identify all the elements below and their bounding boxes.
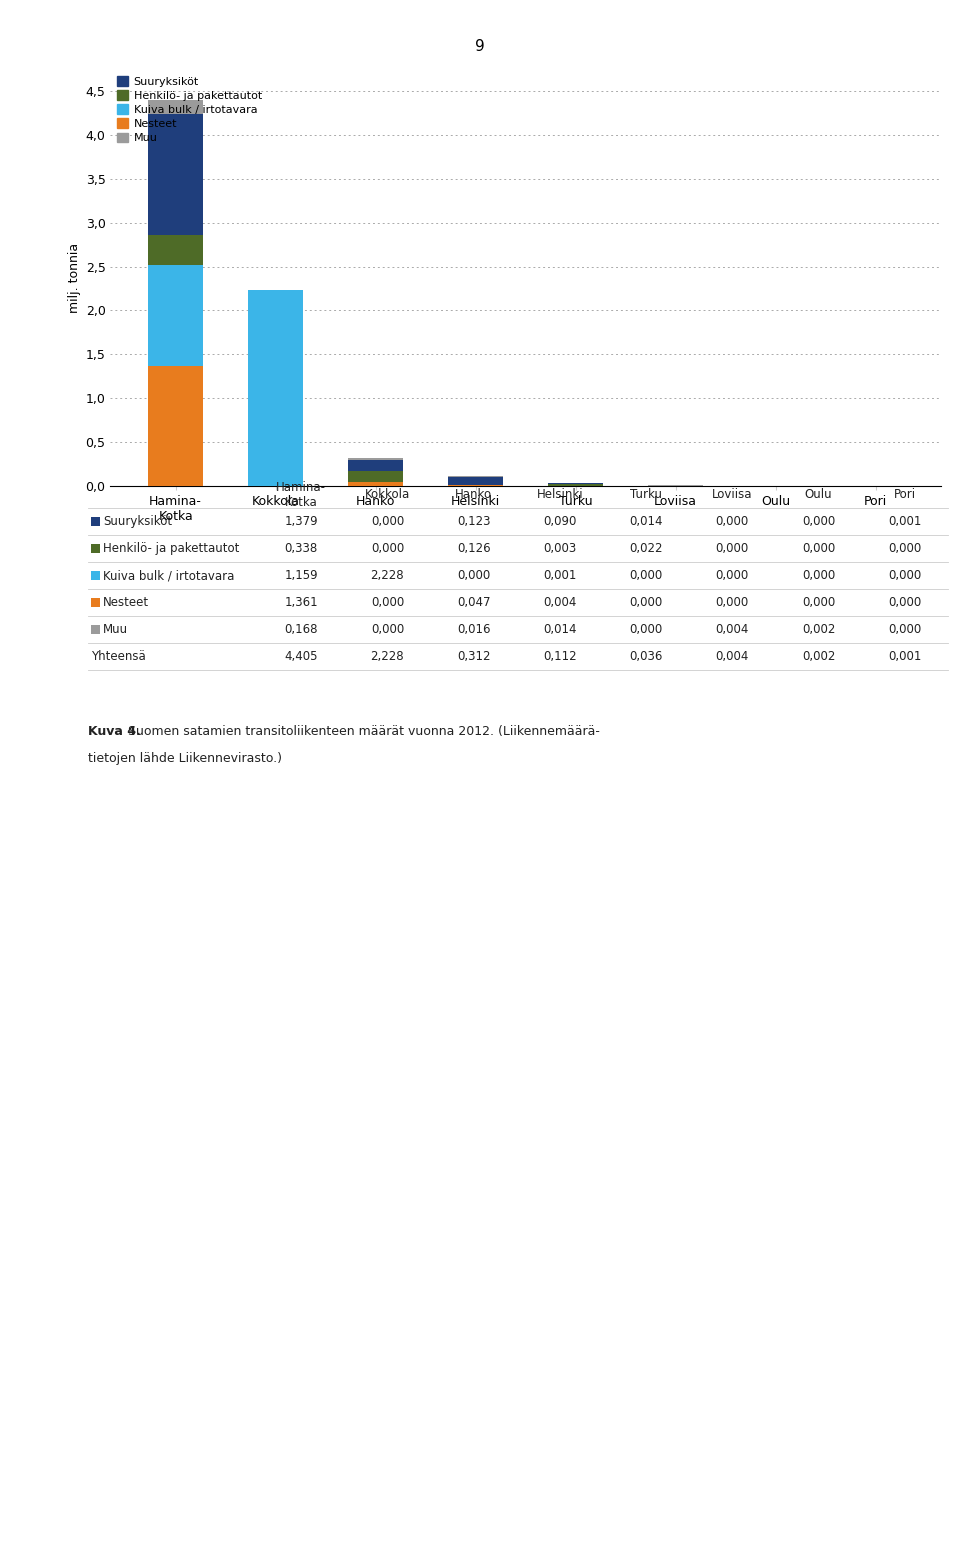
Text: 1,361: 1,361 xyxy=(284,597,318,609)
Bar xyxy=(91,626,100,634)
Bar xyxy=(548,484,603,486)
Text: Suuryksiköt: Suuryksiköt xyxy=(103,515,172,529)
Text: 0,000: 0,000 xyxy=(888,623,922,637)
Text: 0,000: 0,000 xyxy=(371,515,404,529)
Text: 0,004: 0,004 xyxy=(543,597,577,609)
Text: 0,036: 0,036 xyxy=(630,651,662,663)
Text: 0,090: 0,090 xyxy=(543,515,577,529)
Text: 0,004: 0,004 xyxy=(716,651,749,663)
Bar xyxy=(348,470,403,481)
Text: Pori: Pori xyxy=(894,489,916,501)
Text: Hamina-
Kotka: Hamina- Kotka xyxy=(276,481,326,509)
Text: 1,159: 1,159 xyxy=(284,569,318,583)
Bar xyxy=(448,476,503,486)
Bar xyxy=(91,544,100,554)
Text: Kuiva bulk / irtotavara: Kuiva bulk / irtotavara xyxy=(103,569,234,583)
Text: 0,312: 0,312 xyxy=(457,651,491,663)
Text: 0,000: 0,000 xyxy=(888,543,922,555)
Text: Oulu: Oulu xyxy=(804,489,832,501)
Text: 0,126: 0,126 xyxy=(457,543,491,555)
Text: 0,000: 0,000 xyxy=(630,569,662,583)
Text: 0,000: 0,000 xyxy=(457,569,491,583)
Text: 0,000: 0,000 xyxy=(802,515,835,529)
Text: 0,000: 0,000 xyxy=(716,597,749,609)
Text: 0,000: 0,000 xyxy=(802,597,835,609)
Text: 0,000: 0,000 xyxy=(716,543,749,555)
Text: Yhteensä: Yhteensä xyxy=(91,651,146,663)
Bar xyxy=(248,290,303,486)
Text: 0,014: 0,014 xyxy=(630,515,662,529)
Text: 9: 9 xyxy=(475,39,485,54)
Text: 0,000: 0,000 xyxy=(802,569,835,583)
Text: Turku: Turku xyxy=(630,489,662,501)
Text: 0,000: 0,000 xyxy=(630,597,662,609)
Text: 0,000: 0,000 xyxy=(716,569,749,583)
Text: 0,000: 0,000 xyxy=(888,569,922,583)
Y-axis label: milj. tonnia: milj. tonnia xyxy=(68,242,82,313)
Text: Nesteet: Nesteet xyxy=(103,597,149,609)
Text: 0,022: 0,022 xyxy=(630,543,662,555)
Text: Suomen satamien transitoliikenteen määrät vuonna 2012. (Liikennemäärä-: Suomen satamien transitoliikenteen määrä… xyxy=(128,725,600,739)
Text: 0,112: 0,112 xyxy=(543,651,577,663)
Text: 0,004: 0,004 xyxy=(716,623,749,637)
Text: 0,000: 0,000 xyxy=(630,623,662,637)
Bar xyxy=(91,598,100,608)
Text: 0,016: 0,016 xyxy=(457,623,491,637)
Text: 0,001: 0,001 xyxy=(543,569,577,583)
Text: 0,047: 0,047 xyxy=(457,597,491,609)
Text: Kuva 4.: Kuva 4. xyxy=(88,725,141,739)
Bar xyxy=(148,265,204,367)
Text: 0,000: 0,000 xyxy=(716,515,749,529)
Text: Helsinki: Helsinki xyxy=(537,489,583,501)
Legend: Suuryksiköt, Henkilö- ja pakettautot, Kuiva bulk / irtotavara, Nesteet, Muu: Suuryksiköt, Henkilö- ja pakettautot, Ku… xyxy=(116,76,263,145)
Text: 0,168: 0,168 xyxy=(284,623,318,637)
Text: 0,000: 0,000 xyxy=(888,597,922,609)
Bar xyxy=(148,100,204,114)
Text: 0,000: 0,000 xyxy=(802,543,835,555)
Text: 0,002: 0,002 xyxy=(802,651,835,663)
Text: Henkilö- ja pakettautot: Henkilö- ja pakettautot xyxy=(103,543,239,555)
Bar xyxy=(91,517,100,526)
Text: 0,003: 0,003 xyxy=(543,543,577,555)
Text: 0,001: 0,001 xyxy=(888,651,922,663)
Text: Kokkola: Kokkola xyxy=(365,489,410,501)
Text: 0,123: 0,123 xyxy=(457,515,491,529)
Bar xyxy=(148,367,204,486)
Text: 0,000: 0,000 xyxy=(371,623,404,637)
Bar xyxy=(348,481,403,486)
Text: Loviisa: Loviisa xyxy=(712,489,753,501)
Bar xyxy=(91,572,100,580)
Text: tietojen lähde Liikennevirasto.): tietojen lähde Liikennevirasto.) xyxy=(88,752,282,765)
Text: 1,379: 1,379 xyxy=(284,515,318,529)
Text: 2,228: 2,228 xyxy=(371,569,404,583)
Bar xyxy=(148,114,204,236)
Text: 0,001: 0,001 xyxy=(888,515,922,529)
Text: Muu: Muu xyxy=(103,623,128,637)
Bar xyxy=(348,460,403,470)
Text: 0,000: 0,000 xyxy=(371,543,404,555)
Text: 0,000: 0,000 xyxy=(371,597,404,609)
Text: 4,405: 4,405 xyxy=(284,651,318,663)
Text: Hanko: Hanko xyxy=(455,489,492,501)
Text: 0,014: 0,014 xyxy=(543,623,577,637)
Text: 0,002: 0,002 xyxy=(802,623,835,637)
Bar xyxy=(148,236,204,265)
Text: 0,338: 0,338 xyxy=(284,543,318,555)
Text: 2,228: 2,228 xyxy=(371,651,404,663)
